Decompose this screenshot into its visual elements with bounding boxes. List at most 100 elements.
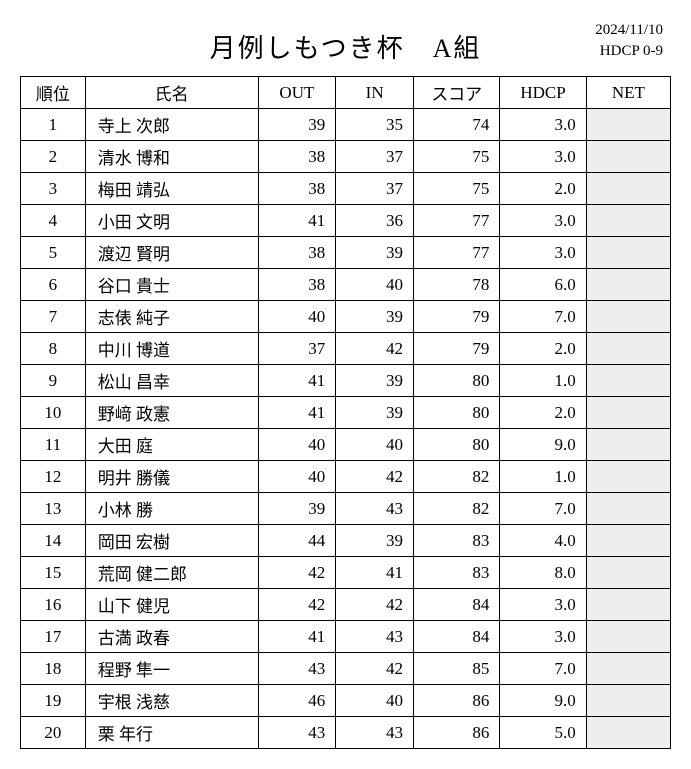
cell-score: 75 bbox=[414, 173, 500, 205]
cell-net bbox=[586, 397, 670, 429]
cell-rank: 6 bbox=[21, 269, 86, 301]
cell-net bbox=[586, 717, 670, 749]
header-meta: 2024/11/10 HDCP 0-9 bbox=[595, 20, 663, 62]
cell-score: 84 bbox=[414, 589, 500, 621]
cell-name: 荒岡 健二郎 bbox=[85, 557, 258, 589]
cell-net bbox=[586, 205, 670, 237]
cell-score: 79 bbox=[414, 333, 500, 365]
cell-score: 80 bbox=[414, 397, 500, 429]
cell-out: 37 bbox=[258, 333, 336, 365]
cell-in: 42 bbox=[336, 333, 414, 365]
cell-out: 41 bbox=[258, 205, 336, 237]
cell-out: 42 bbox=[258, 557, 336, 589]
cell-name: 古満 政春 bbox=[85, 621, 258, 653]
cell-out: 46 bbox=[258, 685, 336, 717]
cell-hdcp: 9.0 bbox=[500, 685, 586, 717]
cell-rank: 16 bbox=[21, 589, 86, 621]
cell-net bbox=[586, 557, 670, 589]
cell-hdcp: 7.0 bbox=[500, 653, 586, 685]
col-hdcp: HDCP bbox=[500, 77, 586, 109]
table-row: 14岡田 宏樹4439834.0 bbox=[21, 525, 671, 557]
cell-name: 清水 博和 bbox=[85, 141, 258, 173]
table-row: 15荒岡 健二郎4241838.0 bbox=[21, 557, 671, 589]
cell-out: 44 bbox=[258, 525, 336, 557]
cell-out: 41 bbox=[258, 621, 336, 653]
cell-hdcp: 1.0 bbox=[500, 461, 586, 493]
table-row: 17古満 政春4143843.0 bbox=[21, 621, 671, 653]
cell-net bbox=[586, 429, 670, 461]
cell-score: 83 bbox=[414, 557, 500, 589]
cell-rank: 11 bbox=[21, 429, 86, 461]
cell-net bbox=[586, 237, 670, 269]
table-row: 3梅田 靖弘3837752.0 bbox=[21, 173, 671, 205]
cell-hdcp: 7.0 bbox=[500, 493, 586, 525]
table-row: 13小林 勝3943827.0 bbox=[21, 493, 671, 525]
cell-hdcp: 5.0 bbox=[500, 717, 586, 749]
cell-hdcp: 4.0 bbox=[500, 525, 586, 557]
cell-score: 83 bbox=[414, 525, 500, 557]
cell-rank: 9 bbox=[21, 365, 86, 397]
cell-net bbox=[586, 141, 670, 173]
table-row: 12明井 勝儀4042821.0 bbox=[21, 461, 671, 493]
cell-name: 栗 年行 bbox=[85, 717, 258, 749]
cell-rank: 14 bbox=[21, 525, 86, 557]
cell-score: 79 bbox=[414, 301, 500, 333]
cell-net bbox=[586, 269, 670, 301]
cell-score: 85 bbox=[414, 653, 500, 685]
cell-name: 中川 博道 bbox=[85, 333, 258, 365]
cell-name: 野﨑 政憲 bbox=[85, 397, 258, 429]
cell-name: 谷口 貴士 bbox=[85, 269, 258, 301]
cell-in: 43 bbox=[336, 717, 414, 749]
cell-net bbox=[586, 653, 670, 685]
cell-hdcp: 3.0 bbox=[500, 621, 586, 653]
table-row: 8中川 博道3742792.0 bbox=[21, 333, 671, 365]
cell-name: 松山 昌幸 bbox=[85, 365, 258, 397]
cell-hdcp: 3.0 bbox=[500, 109, 586, 141]
cell-name: 寺上 次郎 bbox=[85, 109, 258, 141]
cell-out: 42 bbox=[258, 589, 336, 621]
cell-net bbox=[586, 301, 670, 333]
cell-in: 35 bbox=[336, 109, 414, 141]
cell-net bbox=[586, 365, 670, 397]
table-row: 16山下 健児4242843.0 bbox=[21, 589, 671, 621]
cell-score: 86 bbox=[414, 717, 500, 749]
cell-out: 39 bbox=[258, 493, 336, 525]
col-rank: 順位 bbox=[21, 77, 86, 109]
cell-out: 40 bbox=[258, 429, 336, 461]
cell-hdcp: 2.0 bbox=[500, 173, 586, 205]
cell-rank: 10 bbox=[21, 397, 86, 429]
cell-out: 38 bbox=[258, 141, 336, 173]
cell-in: 42 bbox=[336, 461, 414, 493]
cell-net bbox=[586, 333, 670, 365]
cell-hdcp: 8.0 bbox=[500, 557, 586, 589]
cell-in: 43 bbox=[336, 621, 414, 653]
cell-in: 37 bbox=[336, 173, 414, 205]
cell-out: 41 bbox=[258, 397, 336, 429]
cell-name: 岡田 宏樹 bbox=[85, 525, 258, 557]
cell-hdcp: 3.0 bbox=[500, 205, 586, 237]
cell-name: 志俵 純子 bbox=[85, 301, 258, 333]
cell-rank: 7 bbox=[21, 301, 86, 333]
table-row: 9松山 昌幸4139801.0 bbox=[21, 365, 671, 397]
cell-in: 42 bbox=[336, 653, 414, 685]
table-row: 4小田 文明4136773.0 bbox=[21, 205, 671, 237]
cell-in: 39 bbox=[336, 237, 414, 269]
cell-rank: 18 bbox=[21, 653, 86, 685]
cell-hdcp: 7.0 bbox=[500, 301, 586, 333]
cell-hdcp: 9.0 bbox=[500, 429, 586, 461]
cell-in: 40 bbox=[336, 429, 414, 461]
table-row: 10野﨑 政憲4139802.0 bbox=[21, 397, 671, 429]
cell-name: 渡辺 賢明 bbox=[85, 237, 258, 269]
cell-hdcp: 2.0 bbox=[500, 397, 586, 429]
cell-net bbox=[586, 109, 670, 141]
header: 月例しもつき杯 A組 2024/11/10 HDCP 0-9 bbox=[20, 20, 671, 70]
cell-name: 程野 隼一 bbox=[85, 653, 258, 685]
cell-rank: 5 bbox=[21, 237, 86, 269]
cell-score: 74 bbox=[414, 109, 500, 141]
table-row: 20栗 年行4343865.0 bbox=[21, 717, 671, 749]
cell-hdcp: 3.0 bbox=[500, 589, 586, 621]
cell-hdcp: 6.0 bbox=[500, 269, 586, 301]
cell-hdcp: 2.0 bbox=[500, 333, 586, 365]
cell-rank: 3 bbox=[21, 173, 86, 205]
cell-rank: 2 bbox=[21, 141, 86, 173]
